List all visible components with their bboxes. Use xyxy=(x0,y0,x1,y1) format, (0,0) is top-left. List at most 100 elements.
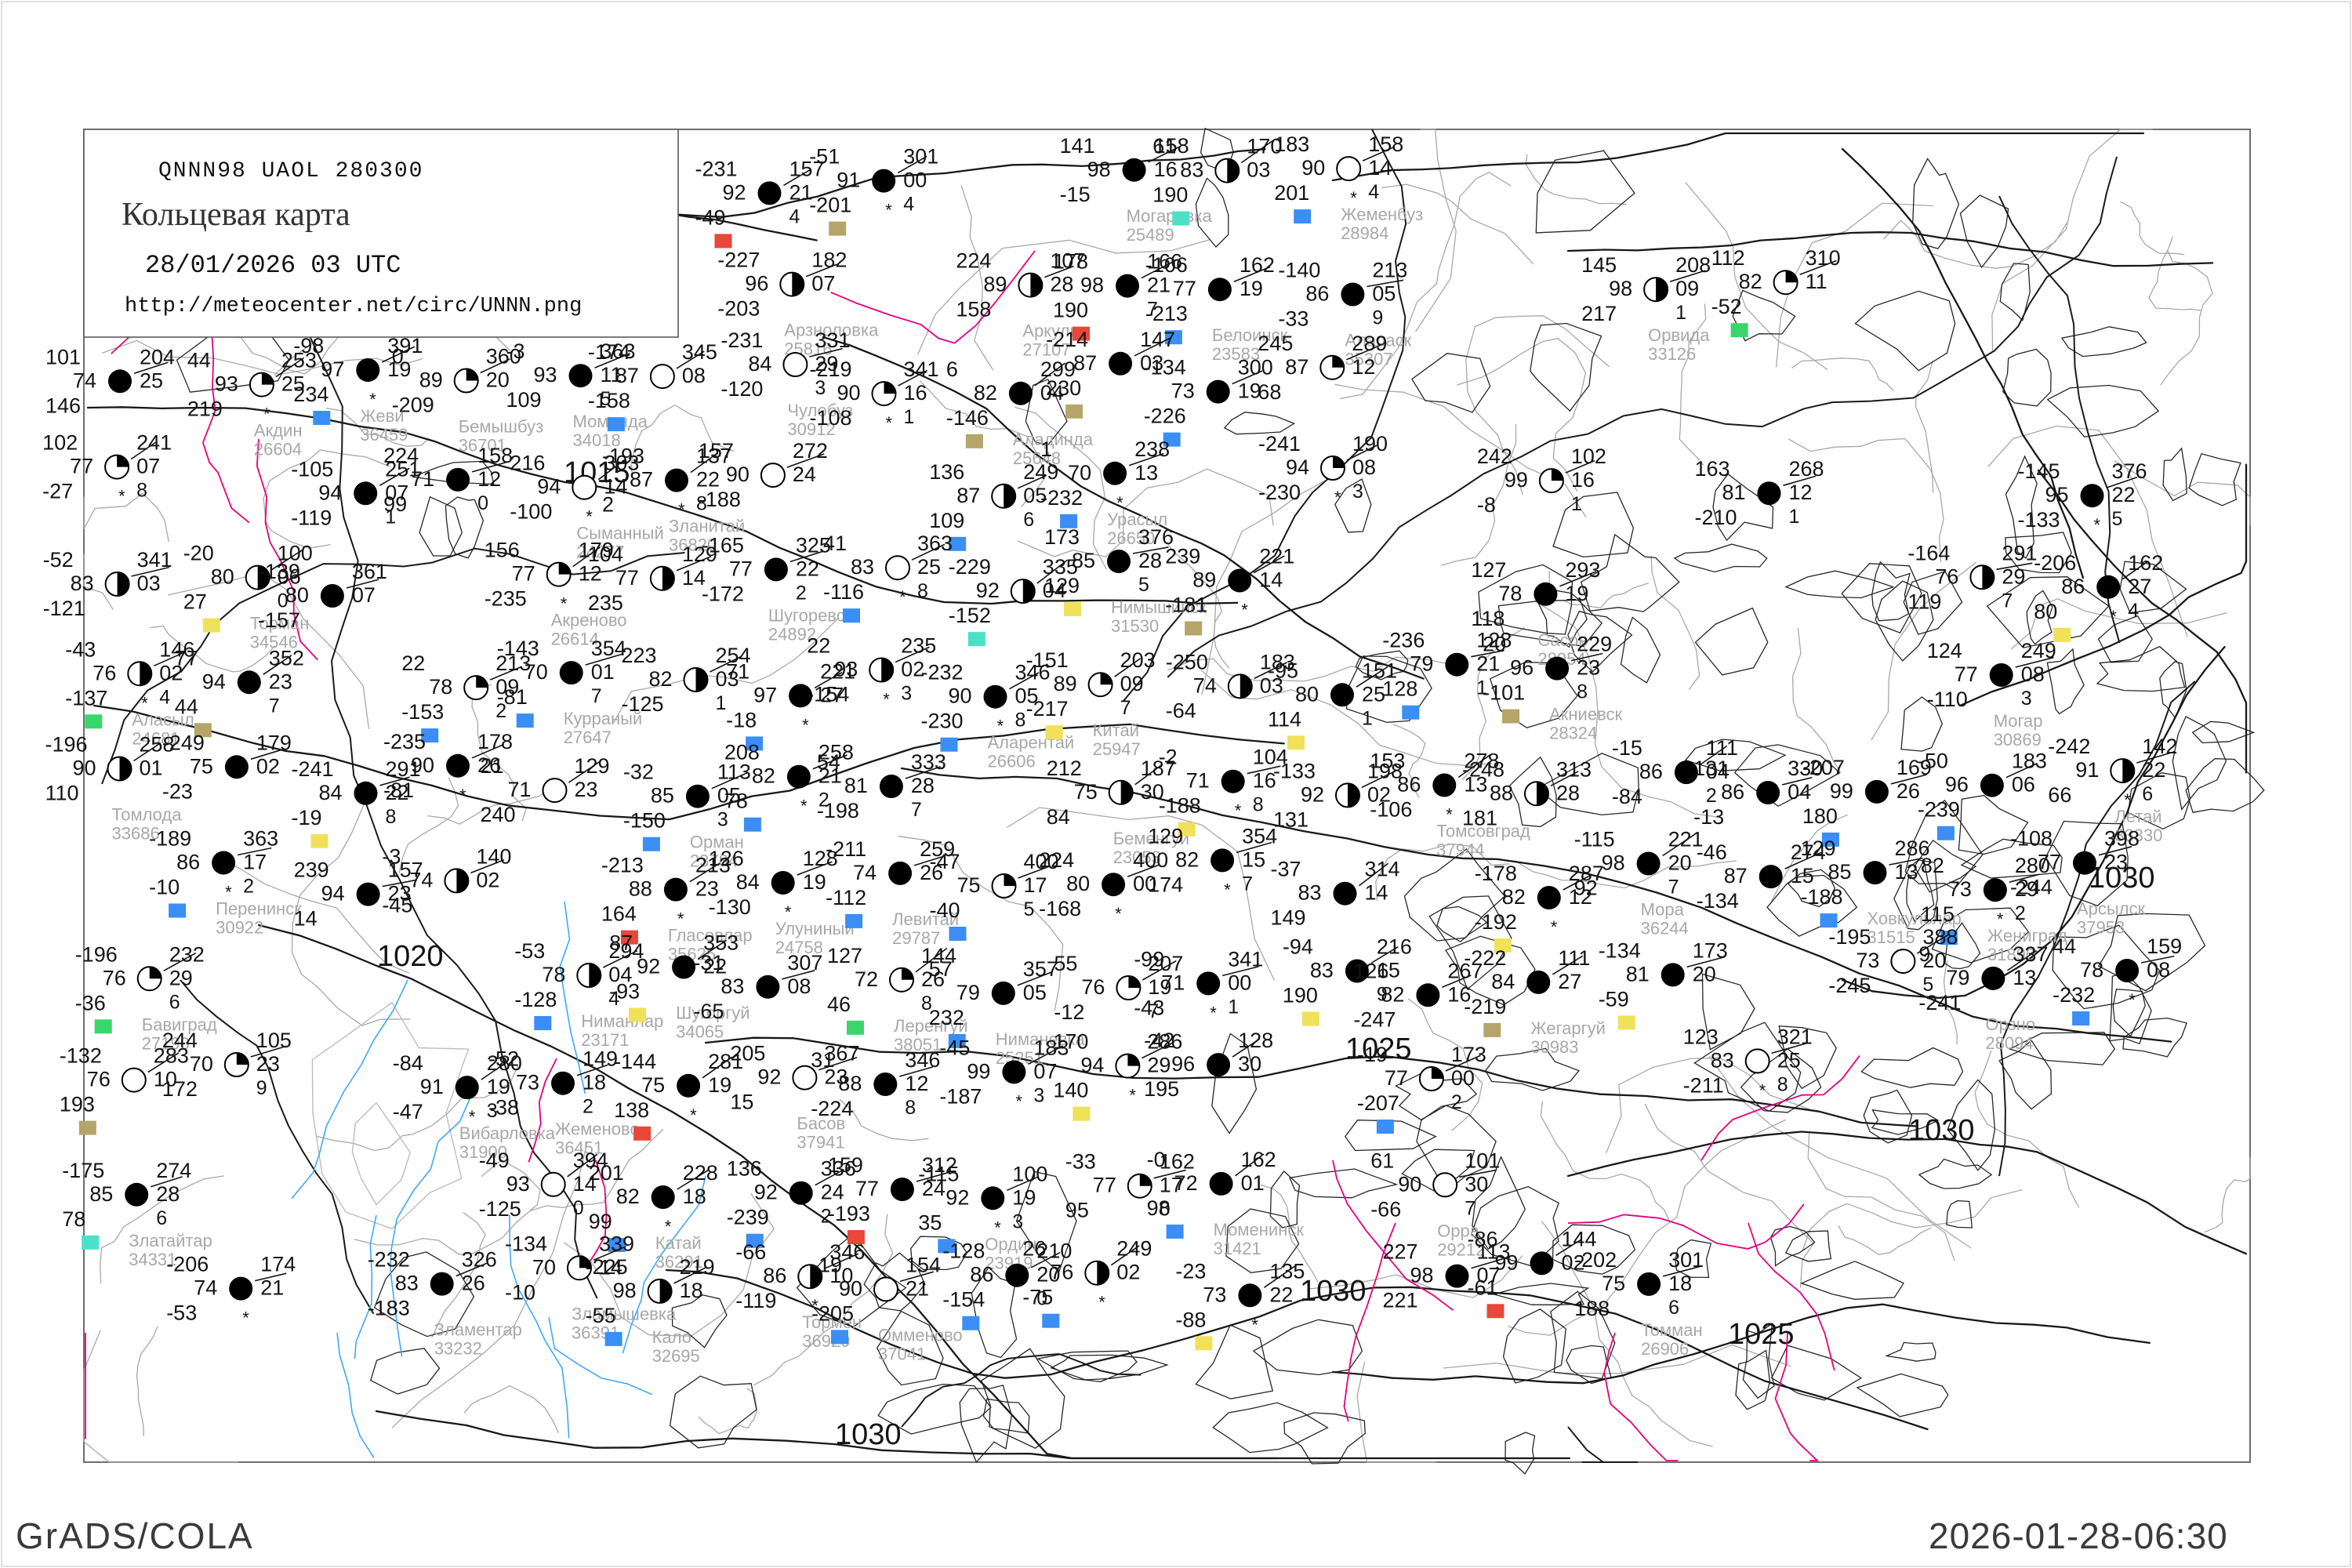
svg-text:17: 17 xyxy=(1024,873,1047,897)
svg-text:-128: -128 xyxy=(514,988,557,1011)
svg-text:12: 12 xyxy=(1352,355,1375,379)
svg-text:99: 99 xyxy=(967,1059,990,1083)
svg-text:180: 180 xyxy=(1802,804,1838,828)
svg-text:230: 230 xyxy=(1046,376,1081,400)
svg-text:83: 83 xyxy=(1711,1048,1734,1072)
svg-text:26906: 26906 xyxy=(1641,1339,1689,1359)
svg-text:-33: -33 xyxy=(1278,307,1308,331)
svg-text:92: 92 xyxy=(976,579,1000,602)
svg-text:-12: -12 xyxy=(1054,1000,1084,1024)
svg-text:7: 7 xyxy=(1242,873,1253,895)
svg-text:94: 94 xyxy=(1080,1054,1104,1077)
svg-text:174: 174 xyxy=(260,1253,296,1276)
svg-text:228: 228 xyxy=(683,1161,718,1185)
svg-text:83: 83 xyxy=(71,572,94,595)
svg-text:242: 242 xyxy=(1477,445,1512,468)
svg-text:20: 20 xyxy=(1693,962,1716,985)
svg-text:-235: -235 xyxy=(383,730,426,753)
svg-text:*: * xyxy=(1551,917,1558,937)
svg-text:93: 93 xyxy=(534,363,557,387)
svg-text:-183: -183 xyxy=(368,1297,410,1320)
svg-text:-66: -66 xyxy=(735,1240,766,1264)
svg-text:05: 05 xyxy=(1023,981,1047,1004)
svg-text:08: 08 xyxy=(787,975,811,998)
svg-text:84: 84 xyxy=(1491,970,1515,993)
svg-text:-137: -137 xyxy=(65,686,107,710)
svg-text:126: 126 xyxy=(1353,959,1388,982)
svg-text:Могаревка: Могаревка xyxy=(1127,206,1213,226)
svg-text:*: * xyxy=(899,587,906,607)
svg-text:-106: -106 xyxy=(1145,253,1188,277)
svg-text:-128: -128 xyxy=(942,1240,985,1263)
svg-text:33232: 33232 xyxy=(434,1339,482,1359)
svg-text:03: 03 xyxy=(137,572,161,595)
svg-text:118: 118 xyxy=(1471,607,1504,630)
svg-text:1: 1 xyxy=(1571,493,1582,515)
svg-text:89: 89 xyxy=(419,368,443,392)
svg-text:-108: -108 xyxy=(810,406,852,430)
svg-text:23: 23 xyxy=(2104,851,2128,874)
svg-text:24: 24 xyxy=(793,463,816,486)
svg-text:44: 44 xyxy=(2053,935,2076,958)
svg-text:Китай: Китай xyxy=(1093,720,1139,740)
svg-text:97: 97 xyxy=(321,358,344,381)
svg-text:-225: -225 xyxy=(586,1255,628,1279)
svg-text:07: 07 xyxy=(352,583,376,607)
svg-text:-95: -95 xyxy=(1268,659,1298,682)
svg-text:102: 102 xyxy=(1571,445,1606,468)
svg-text:-232: -232 xyxy=(368,1248,410,1272)
svg-text:234: 234 xyxy=(293,383,328,406)
svg-text:179: 179 xyxy=(256,731,292,754)
svg-text:*: * xyxy=(802,715,809,735)
svg-text:07: 07 xyxy=(136,455,160,478)
svg-text:73: 73 xyxy=(516,1071,539,1094)
svg-text:28: 28 xyxy=(1556,781,1580,804)
svg-text:Перенинск: Перенинск xyxy=(216,899,302,919)
svg-text:163: 163 xyxy=(1695,457,1730,481)
svg-text:87: 87 xyxy=(615,364,639,387)
svg-text:Орвида: Орвида xyxy=(1648,325,1710,345)
svg-text:5: 5 xyxy=(1024,898,1035,920)
svg-text:136: 136 xyxy=(727,1157,762,1181)
svg-text:01: 01 xyxy=(591,660,615,684)
svg-text:33126: 33126 xyxy=(1648,344,1696,364)
svg-text:88: 88 xyxy=(1490,781,1513,804)
svg-text:235: 235 xyxy=(901,634,936,658)
svg-text:23: 23 xyxy=(256,1052,280,1076)
svg-text:71: 71 xyxy=(1161,971,1185,994)
svg-text:-239: -239 xyxy=(727,1206,769,1229)
svg-text:73: 73 xyxy=(1948,877,1972,901)
svg-text:71: 71 xyxy=(411,467,434,491)
svg-text:-144: -144 xyxy=(614,1050,656,1073)
svg-text:221: 221 xyxy=(1383,1289,1418,1312)
svg-text:86: 86 xyxy=(176,851,200,874)
svg-text:-61: -61 xyxy=(1468,1276,1498,1299)
svg-text:5: 5 xyxy=(2112,508,2123,530)
svg-text:104: 104 xyxy=(588,543,623,566)
svg-text:72: 72 xyxy=(1174,1171,1198,1195)
svg-text:22: 22 xyxy=(1269,1283,1293,1306)
svg-text:79: 79 xyxy=(1410,652,1433,676)
svg-text:70: 70 xyxy=(190,1052,213,1076)
svg-text:61: 61 xyxy=(1152,135,1176,158)
svg-text:26: 26 xyxy=(462,1272,485,1295)
svg-text:91: 91 xyxy=(837,169,860,192)
svg-text:81: 81 xyxy=(844,774,868,797)
svg-text:127: 127 xyxy=(827,944,862,967)
svg-text:-229: -229 xyxy=(949,555,991,579)
svg-text:71: 71 xyxy=(726,659,750,683)
svg-text:-120: -120 xyxy=(720,377,763,401)
svg-text:114: 114 xyxy=(1268,707,1301,731)
svg-text:QNNN98 UAOL 280300: QNNN98 UAOL 280300 xyxy=(158,159,423,183)
svg-text:Орзно: Орзно xyxy=(1985,1014,2035,1034)
svg-text:98: 98 xyxy=(1609,277,1632,300)
svg-text:86: 86 xyxy=(970,1263,993,1287)
svg-text:173: 173 xyxy=(1451,1043,1486,1066)
svg-text:223: 223 xyxy=(622,644,657,667)
svg-text:363: 363 xyxy=(917,532,953,555)
svg-text:26606: 26606 xyxy=(988,752,1036,771)
svg-text:77: 77 xyxy=(2038,851,2061,874)
svg-text:*: * xyxy=(1334,488,1341,507)
svg-text:109: 109 xyxy=(506,388,542,412)
svg-text:14: 14 xyxy=(1259,568,1283,592)
